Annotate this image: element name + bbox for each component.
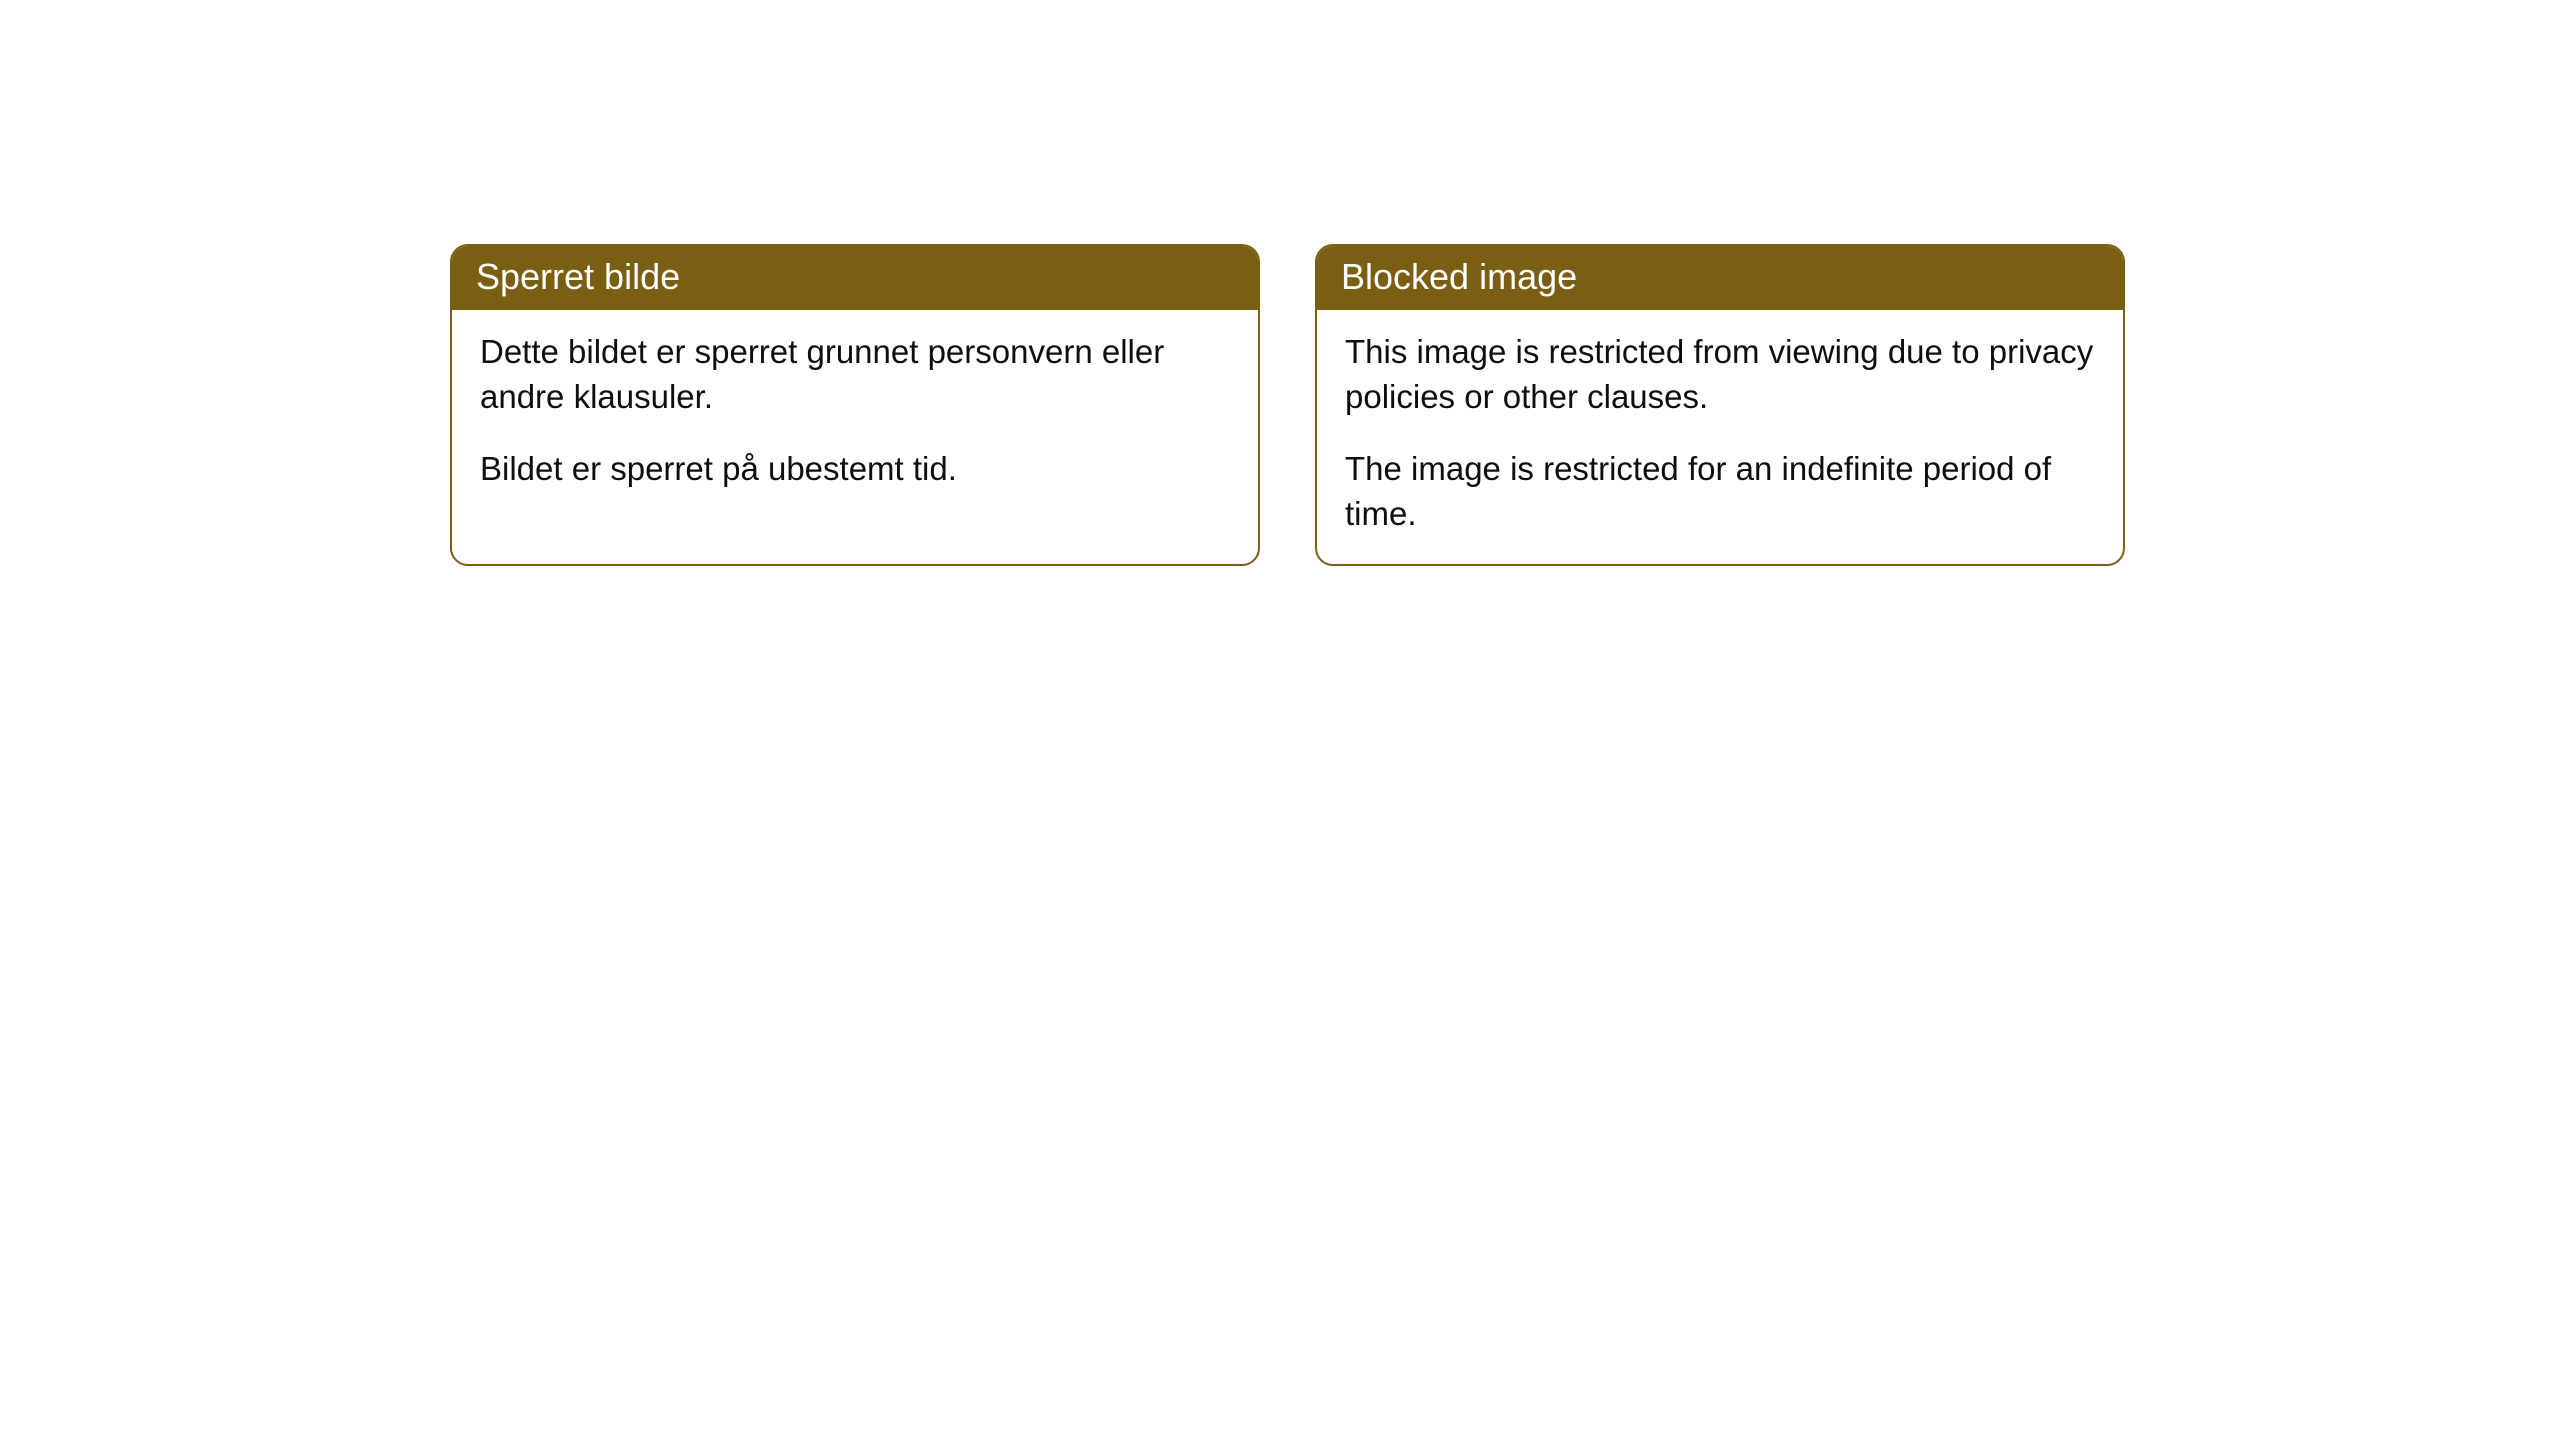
card-paragraph: Dette bildet er sperret grunnet personve… bbox=[480, 330, 1230, 419]
blocked-image-card-en: Blocked image This image is restricted f… bbox=[1315, 244, 2125, 566]
card-paragraph: The image is restricted for an indefinit… bbox=[1345, 447, 2095, 536]
card-body-no: Dette bildet er sperret grunnet personve… bbox=[452, 310, 1258, 520]
card-body-en: This image is restricted from viewing du… bbox=[1317, 310, 2123, 564]
notice-cards-container: Sperret bilde Dette bildet er sperret gr… bbox=[450, 244, 2125, 566]
blocked-image-card-no: Sperret bilde Dette bildet er sperret gr… bbox=[450, 244, 1260, 566]
card-header-no: Sperret bilde bbox=[452, 246, 1258, 310]
card-paragraph: This image is restricted from viewing du… bbox=[1345, 330, 2095, 419]
card-paragraph: Bildet er sperret på ubestemt tid. bbox=[480, 447, 1230, 492]
card-header-en: Blocked image bbox=[1317, 246, 2123, 310]
